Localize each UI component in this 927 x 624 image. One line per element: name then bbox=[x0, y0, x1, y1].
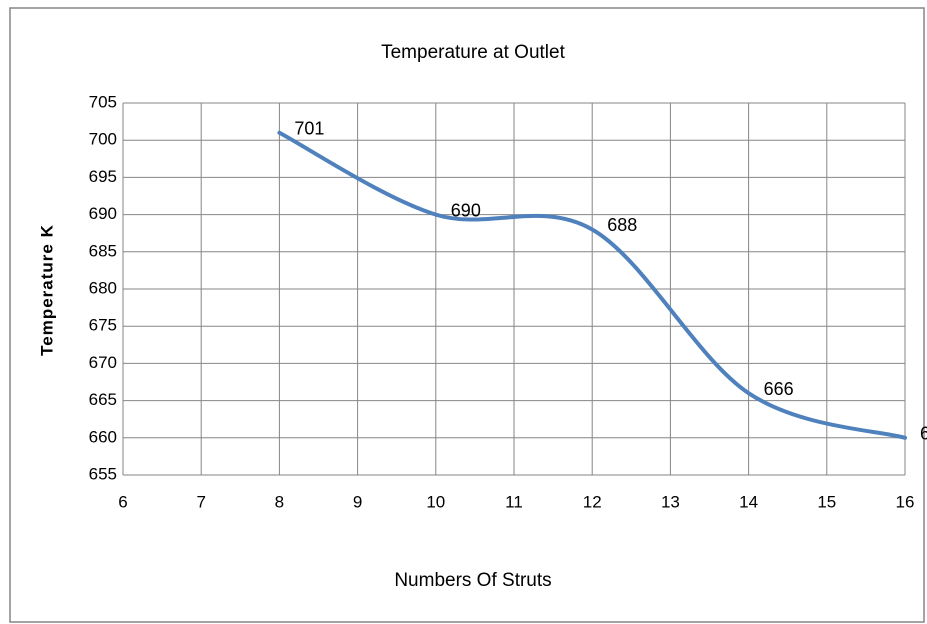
x-tick-label: 7 bbox=[196, 492, 205, 511]
data-label: 688 bbox=[607, 215, 637, 235]
x-tick-label: 11 bbox=[505, 492, 523, 511]
y-tick-label: 665 bbox=[89, 390, 117, 409]
y-tick-label: 700 bbox=[89, 130, 117, 149]
y-tick-label: 670 bbox=[89, 353, 117, 372]
y-tick-label: 660 bbox=[89, 427, 117, 446]
x-tick-label: 9 bbox=[353, 492, 362, 511]
x-tick-label: 13 bbox=[661, 492, 680, 511]
y-tick-label: 705 bbox=[89, 92, 117, 111]
data-label: 701 bbox=[294, 119, 324, 139]
y-tick-label: 695 bbox=[89, 167, 117, 186]
x-tick-label: 10 bbox=[426, 492, 445, 511]
y-tick-label: 690 bbox=[89, 204, 117, 223]
x-axis-label: Numbers Of Struts bbox=[394, 570, 551, 591]
y-tick-label: 655 bbox=[89, 464, 117, 483]
x-tick-label: 8 bbox=[275, 492, 284, 511]
x-tick-label: 12 bbox=[583, 492, 602, 511]
data-label: 690 bbox=[451, 200, 481, 220]
y-tick-label: 685 bbox=[89, 241, 117, 260]
data-label: 660 bbox=[920, 424, 927, 444]
x-tick-label: 16 bbox=[896, 492, 915, 511]
x-tick-label: 14 bbox=[739, 492, 758, 511]
chart-title: Temperature at Outlet bbox=[381, 42, 565, 63]
data-line bbox=[277, 130, 907, 440]
chart-frame bbox=[9, 7, 925, 623]
data-label: 666 bbox=[764, 379, 794, 399]
y-tick-label: 680 bbox=[89, 278, 117, 297]
y-axis-label: Temperature K bbox=[37, 224, 56, 356]
y-tick-label: 675 bbox=[89, 316, 117, 335]
x-tick-label: 15 bbox=[817, 492, 836, 511]
x-tick-label: 6 bbox=[118, 492, 127, 511]
